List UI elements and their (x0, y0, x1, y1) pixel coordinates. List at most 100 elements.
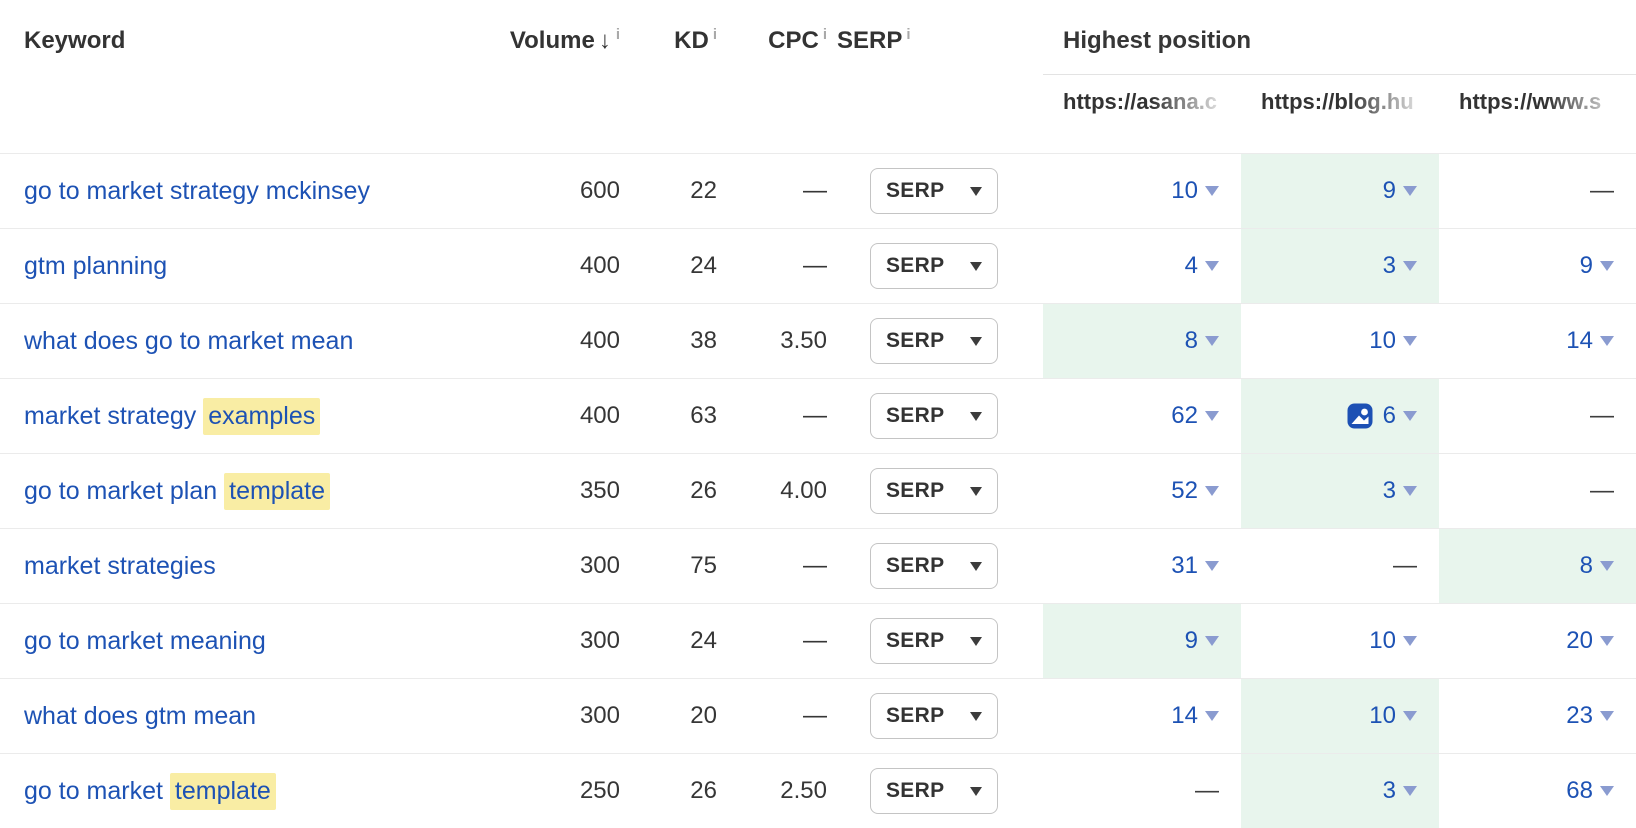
position-cell[interactable]: 10 (1241, 304, 1439, 378)
keyword-column-header[interactable]: Keyword (0, 0, 480, 153)
keyword-link[interactable]: go to market meaning (24, 627, 266, 655)
position-cell[interactable]: 9 (1439, 229, 1636, 303)
serp-button-label: SERP (886, 629, 945, 652)
position-value: 10 (1369, 627, 1396, 654)
position-history-dropdown-icon[interactable] (1205, 336, 1219, 346)
serp-dropdown-button[interactable]: SERP (870, 618, 998, 664)
position-history-dropdown-icon[interactable] (1403, 186, 1417, 196)
position-history-dropdown-icon[interactable] (1205, 711, 1219, 721)
position-cell[interactable]: 68 (1439, 754, 1636, 828)
url-column-header-blog[interactable]: https://blog.hu (1261, 89, 1414, 114)
cpc-column-header[interactable]: CPC i (717, 0, 827, 153)
position-history-dropdown-icon[interactable] (1600, 711, 1614, 721)
position-value: 52 (1171, 477, 1198, 504)
position-cell[interactable]: 52 (1043, 454, 1241, 528)
position-cell[interactable]: 8 (1439, 529, 1636, 603)
serp-dropdown-button[interactable]: SERP (870, 243, 998, 289)
position-cell[interactable]: 9 (1241, 154, 1439, 228)
position-history-dropdown-icon[interactable] (1205, 186, 1219, 196)
position-cell[interactable]: 14 (1043, 679, 1241, 753)
kd-cell: 22 (690, 177, 717, 204)
empty-position-dash: — (1393, 552, 1417, 579)
position-cell[interactable]: 62 (1043, 379, 1241, 453)
position-history-dropdown-icon[interactable] (1403, 411, 1417, 421)
position-history-dropdown-icon[interactable] (1205, 636, 1219, 646)
keyword-link[interactable]: go to market strategy mckinsey (24, 177, 370, 205)
kd-column-header[interactable]: KD i (620, 0, 717, 153)
position-history-dropdown-icon[interactable] (1600, 336, 1614, 346)
position-history-dropdown-icon[interactable] (1600, 261, 1614, 271)
keyword-link[interactable]: market strategy examples (24, 397, 321, 435)
serp-dropdown-button[interactable]: SERP (870, 768, 998, 814)
caret-down-icon (970, 636, 982, 646)
serp-dropdown-button[interactable]: SERP (870, 318, 998, 364)
position-history-dropdown-icon[interactable] (1403, 786, 1417, 796)
url-column-header-www[interactable]: https://www.s (1459, 89, 1602, 114)
cpc-cell: 2.50 (780, 777, 827, 804)
position-history-dropdown-icon[interactable] (1205, 486, 1219, 496)
position-cell[interactable]: 3 (1241, 454, 1439, 528)
table-row: what does go to market mean 400 38 3.50 … (0, 303, 1636, 378)
keyword-highlight: template (169, 772, 276, 810)
position-history-dropdown-icon[interactable] (1403, 636, 1417, 646)
sort-descending-icon: ↓ (598, 27, 611, 54)
position-cell[interactable]: 3 (1241, 754, 1439, 828)
volume-info-icon[interactable]: i (615, 26, 620, 43)
position-cell[interactable]: 14 (1439, 304, 1636, 378)
keyword-column-label: Keyword (24, 27, 126, 54)
serp-dropdown-button[interactable]: SERP (870, 543, 998, 589)
kd-cell: 24 (690, 252, 717, 279)
position-value: 8 (1184, 327, 1198, 354)
position-cell[interactable]: 4 (1043, 229, 1241, 303)
serp-dropdown-button[interactable]: SERP (870, 168, 998, 214)
position-cell[interactable]: 6 (1241, 379, 1439, 453)
highest-position-label: Highest position (1063, 27, 1251, 54)
position-cell[interactable]: 10 (1241, 679, 1439, 753)
serp-button-label: SERP (886, 254, 945, 277)
serp-dropdown-button[interactable]: SERP (870, 393, 998, 439)
position-history-dropdown-icon[interactable] (1205, 411, 1219, 421)
position-history-dropdown-icon[interactable] (1205, 261, 1219, 271)
position-history-dropdown-icon[interactable] (1403, 711, 1417, 721)
position-cell[interactable]: 23 (1439, 679, 1636, 753)
position-cell[interactable]: 9 (1043, 604, 1241, 678)
position-history-dropdown-icon[interactable] (1205, 561, 1219, 571)
keyword-text: go to market meaning (24, 626, 266, 655)
keyword-link[interactable]: go to market template (24, 772, 276, 810)
table-row: go to market meaning 300 24 — SERP 9 10 20 (0, 603, 1636, 678)
position-cell[interactable]: 10 (1241, 604, 1439, 678)
serp-dropdown-button[interactable]: SERP (870, 468, 998, 514)
position-history-dropdown-icon[interactable] (1403, 486, 1417, 496)
position-history-dropdown-icon[interactable] (1600, 636, 1614, 646)
position-cell[interactable]: 31 (1043, 529, 1241, 603)
url-column-header-asana[interactable]: https://asana.c (1063, 89, 1218, 114)
serp-button-label: SERP (886, 704, 945, 727)
keyword-link[interactable]: go to market plan template (24, 472, 331, 510)
position-history-dropdown-icon[interactable] (1600, 561, 1614, 571)
position-value: 62 (1171, 402, 1198, 429)
kd-info-icon[interactable]: i (712, 26, 717, 43)
position-history-dropdown-icon[interactable] (1600, 786, 1614, 796)
keyword-link[interactable]: market strategies (24, 552, 216, 580)
keyword-link[interactable]: what does go to market mean (24, 327, 353, 355)
position-value: 3 (1382, 477, 1396, 504)
position-cell[interactable]: 8 (1043, 304, 1241, 378)
keyword-link[interactable]: what does gtm mean (24, 702, 256, 730)
position-history-dropdown-icon[interactable] (1403, 261, 1417, 271)
cpc-info-icon[interactable]: i (822, 26, 827, 43)
position-history-dropdown-icon[interactable] (1403, 336, 1417, 346)
empty-position-dash: — (1195, 777, 1219, 804)
keyword-text: market strategy (24, 401, 204, 430)
position-cell[interactable]: 10 (1043, 154, 1241, 228)
position-cell[interactable]: 3 (1241, 229, 1439, 303)
serp-button-label: SERP (886, 179, 945, 202)
highest-position-header-group: Highest position https://asana.c https:/… (1043, 0, 1636, 153)
serp-dropdown-button[interactable]: SERP (870, 693, 998, 739)
serp-info-icon[interactable]: i (906, 26, 911, 43)
keyword-cell: gtm planning (0, 252, 480, 281)
keyword-text: market strategies (24, 551, 216, 580)
cpc-cell: — (803, 252, 827, 279)
position-cell[interactable]: 20 (1439, 604, 1636, 678)
volume-column-header[interactable]: Volume ↓ i (480, 0, 620, 153)
keyword-link[interactable]: gtm planning (24, 252, 167, 280)
